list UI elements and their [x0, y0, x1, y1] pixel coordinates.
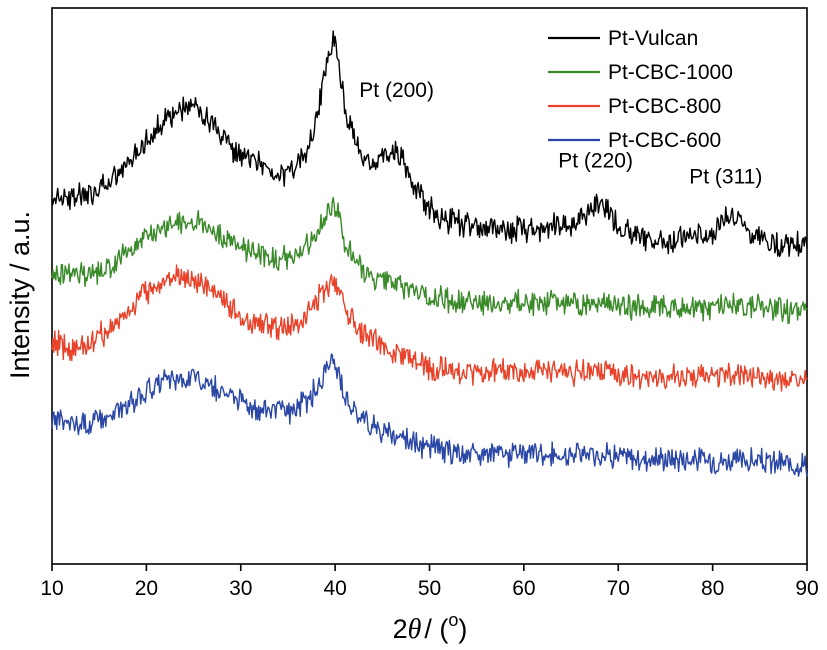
x-tick-label: 10	[40, 577, 63, 600]
peak-label: Pt (311)	[689, 165, 762, 188]
series-line-pt-cbc-600	[51, 353, 808, 477]
legend-label: Pt-Vulcan	[608, 27, 698, 50]
legend: Pt-Vulcan Pt-CBC-1000 Pt-CBC-800 Pt-CBC-600	[548, 27, 733, 152]
x-tick-label: 90	[795, 577, 818, 600]
x-axis-title-close: )	[458, 614, 467, 644]
legend-label: Pt-CBC-1000	[608, 61, 733, 84]
legend-label: Pt-CBC-800	[608, 95, 721, 118]
x-axis-tick-labels: 10 20 30 40 50 60 70 80 90	[40, 577, 818, 600]
x-tick-label: 80	[701, 577, 724, 600]
series-group	[51, 30, 808, 477]
series-line-pt-cbc-1000	[51, 196, 808, 325]
series-line-pt-cbc-800	[51, 264, 808, 392]
legend-label: Pt-CBC-600	[608, 129, 721, 152]
x-tick-label: 20	[135, 577, 158, 600]
x-axis-title-prefix: 2	[393, 614, 408, 644]
x-tick-label: 60	[512, 577, 535, 600]
x-tick-label: 50	[418, 577, 441, 600]
x-tick-label: 30	[229, 577, 252, 600]
x-axis-title-degree: o	[448, 610, 458, 630]
series-line-pt-vulcan	[51, 30, 808, 258]
y-axis-title: Intensity / a.u.	[5, 211, 35, 379]
x-axis-title-suffix: / (	[424, 614, 448, 644]
x-axis-title: 2θ / (o)	[393, 610, 468, 645]
x-axis-ticks	[51, 564, 808, 571]
peak-annotations: Pt (111)Pt (200)Pt (220)Pt (311)	[359, 79, 762, 188]
peak-label: Pt (220)	[558, 149, 633, 172]
x-tick-label: 40	[323, 577, 346, 600]
x-tick-label: 70	[607, 577, 630, 600]
peak-label: Pt (200)	[359, 79, 434, 102]
x-axis-title-symbol: θ	[408, 614, 422, 645]
